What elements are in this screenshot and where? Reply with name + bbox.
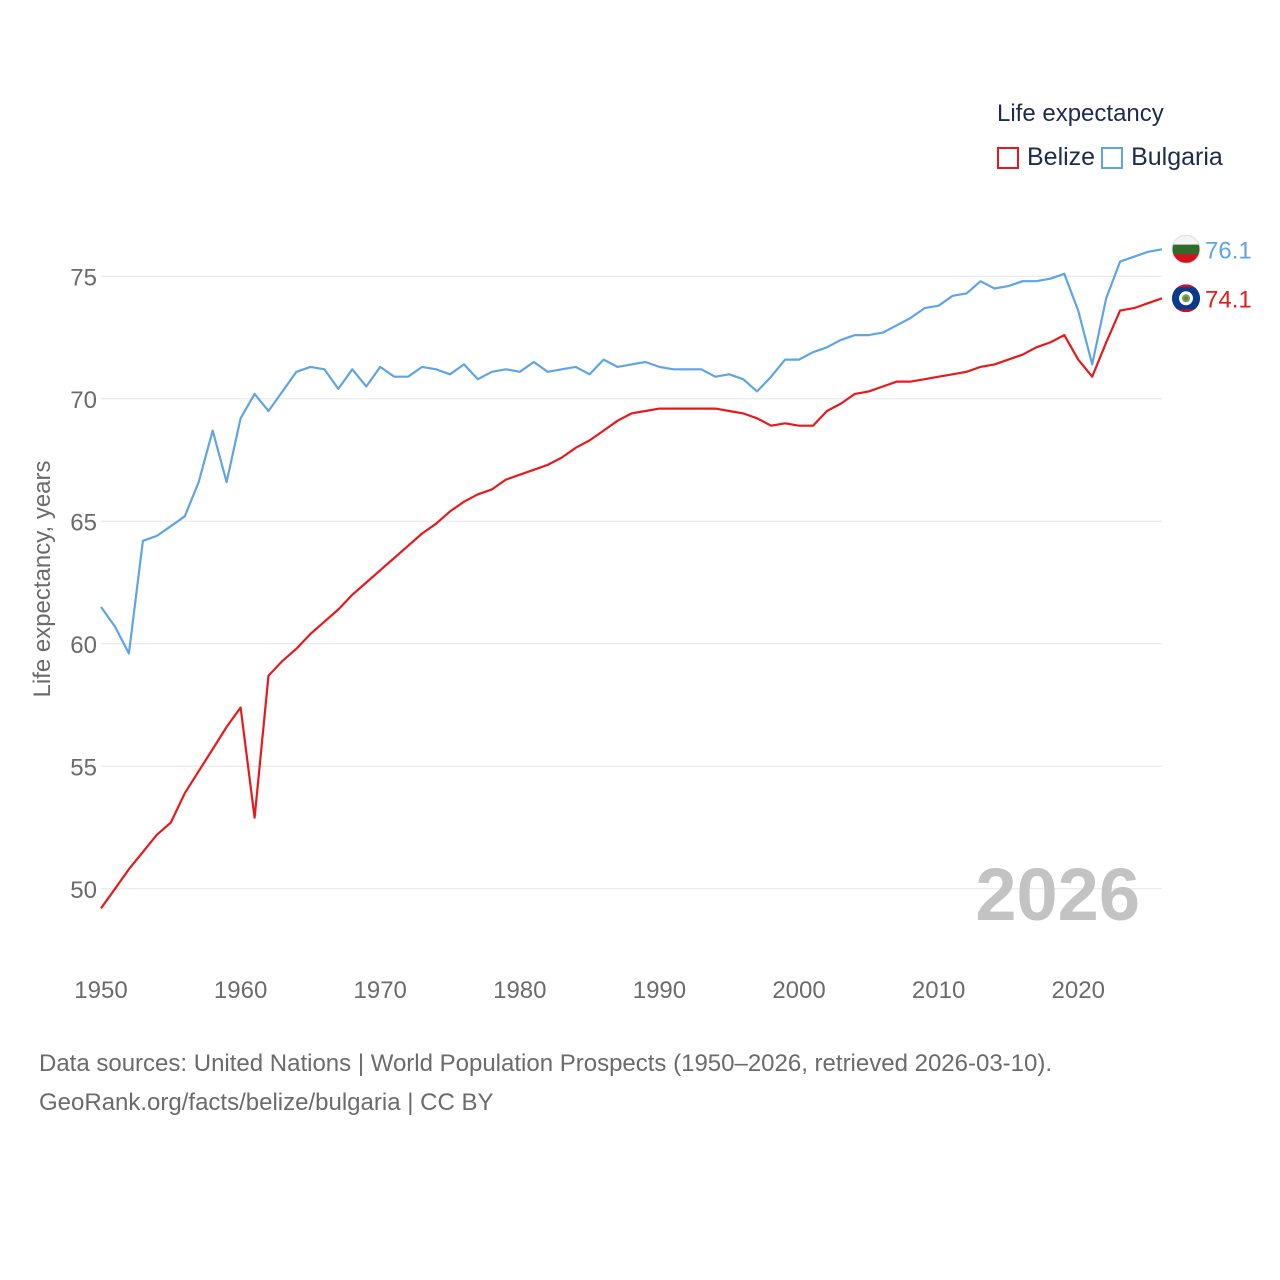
y-tick-label-50: 50	[70, 877, 97, 904]
y-axis-ticks: 50 55 60 65 70 75	[70, 264, 97, 904]
legend: Belize Bulgaria	[997, 143, 1229, 172]
source-line-2[interactable]: GeoRank.org/facts/belize/bulgaria | CC B…	[39, 1089, 494, 1116]
y-tick-label-60: 60	[70, 632, 97, 659]
x-tick-label-1990: 1990	[633, 977, 686, 1004]
y-tick-label-65: 65	[70, 509, 97, 536]
legend-item-belize[interactable]: Belize	[997, 143, 1095, 172]
x-tick-label-1960: 1960	[214, 977, 267, 1004]
x-tick-label-2010: 2010	[912, 977, 965, 1004]
y-tick-label-70: 70	[70, 387, 97, 414]
legend-swatch-belize	[997, 146, 1019, 169]
year-watermark: 2026	[975, 853, 1140, 936]
legend-label-bulgaria: Bulgaria	[1131, 143, 1223, 171]
x-tick-label-1970: 1970	[354, 977, 407, 1004]
end-label-belize: 74.1	[1205, 286, 1252, 313]
x-tick-label-1950: 1950	[74, 977, 127, 1004]
y-axis-label: Life expectancy, years	[29, 460, 56, 697]
series-line-belize	[100, 297, 1163, 909]
legend-label-belize: Belize	[1027, 143, 1096, 171]
bulgaria-flag-icon	[1171, 234, 1201, 264]
gridlines	[101, 275, 1162, 890]
series-lines	[100, 248, 1163, 909]
series-end-markers: 74.1 76.1	[1171, 234, 1252, 313]
x-axis-ticks: 1950 1960 1970 1980 1990 2000 2010 2020	[74, 977, 1105, 1004]
source-note: Data sources: United Nations | World Pop…	[39, 1044, 1052, 1122]
x-tick-label-2000: 2000	[772, 977, 825, 1004]
y-tick-label-75: 75	[70, 264, 97, 291]
legend-title: Life expectancy	[997, 100, 1164, 127]
belize-flag-icon	[1172, 284, 1200, 313]
series-line-bulgaria	[100, 248, 1163, 655]
y-tick-label-55: 55	[70, 754, 97, 781]
end-label-bulgaria: 76.1	[1205, 237, 1252, 264]
x-tick-label-2020: 2020	[1052, 977, 1105, 1004]
legend-item-bulgaria[interactable]: Bulgaria	[1101, 143, 1223, 172]
source-line-1: Data sources: United Nations | World Pop…	[39, 1050, 1053, 1077]
legend-swatch-bulgaria	[1101, 146, 1124, 169]
x-tick-label-1980: 1980	[493, 977, 546, 1004]
